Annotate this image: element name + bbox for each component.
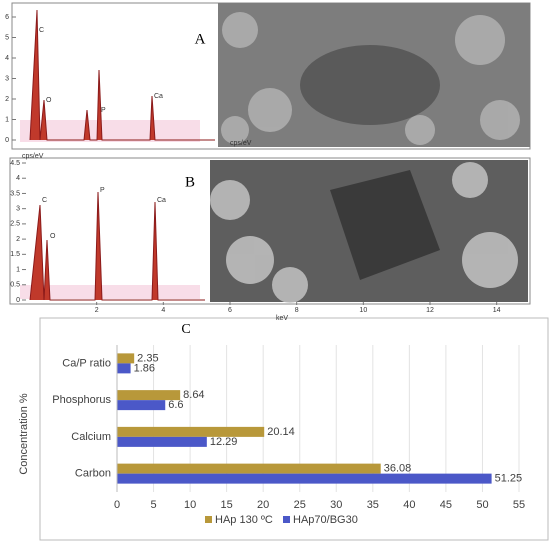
x-tick-label: 55: [513, 499, 525, 511]
y-tick-label: 2: [16, 236, 20, 243]
sem-texture: [221, 12, 520, 145]
peak-label: C: [42, 197, 47, 204]
x-tick-label: 15: [221, 499, 233, 511]
peak-label: C: [39, 27, 44, 34]
data-label: 51.25: [495, 473, 523, 485]
y-tick-label: 3: [16, 206, 20, 213]
sem-texture: [300, 45, 440, 125]
x-tick-label: 20: [257, 499, 269, 511]
x-tick-label: 0: [114, 499, 120, 511]
bar: [117, 390, 181, 401]
bar: [117, 426, 265, 437]
bar: [117, 400, 166, 411]
bar: [117, 363, 131, 374]
x-tick-label: 14: [493, 307, 501, 314]
y-tick-label: 4.5: [10, 160, 20, 167]
x-tick-label: 2: [95, 307, 99, 314]
y-tick-label: 1: [16, 266, 20, 273]
x-axis-title: keV: [276, 315, 288, 322]
panel-label: A: [195, 31, 206, 47]
peak-label: P: [101, 107, 106, 114]
unit-label: cps/eV: [22, 153, 44, 160]
x-tick-label: 30: [330, 499, 342, 511]
y-tick-label: 1: [5, 116, 9, 123]
x-tick-label: 5: [150, 499, 156, 511]
x-tick-label: 40: [403, 499, 415, 511]
x-tick-label: 50: [476, 499, 488, 511]
data-label: 8.64: [183, 389, 204, 401]
bar: [117, 473, 492, 484]
x-tick-label: 8: [295, 307, 299, 314]
y-tick-label: 0: [5, 137, 9, 144]
bar: [117, 353, 135, 364]
y-tick-label: Phosphorus: [52, 394, 111, 406]
x-tick-label: 4: [161, 307, 165, 314]
peak-label: O: [50, 233, 56, 240]
data-label: 20.14: [267, 426, 295, 438]
legend-swatch: [283, 516, 290, 523]
legend-swatch: [205, 516, 212, 523]
y-axis-title: Concentration %: [18, 393, 30, 475]
peak-label: P: [100, 187, 105, 194]
y-tick-label: 2: [5, 96, 9, 103]
y-tick-label: 3: [5, 75, 9, 82]
panel-label: B: [185, 174, 195, 190]
sem-texture: [210, 162, 518, 303]
x-tick-label: 6: [228, 307, 232, 314]
sem-texture: [330, 170, 440, 280]
y-tick-label: 0.5: [10, 282, 20, 289]
y-tick-label: Calcium: [71, 431, 111, 443]
y-tick-label: 1.5: [10, 251, 20, 258]
y-tick-label: 3.5: [10, 190, 20, 197]
bar: [117, 436, 207, 447]
panel-label: C: [181, 322, 190, 337]
x-tick-label: 45: [440, 499, 452, 511]
spectrum: [29, 9, 215, 141]
data-label: 6.6: [168, 399, 183, 411]
y-tick-label: 6: [5, 14, 9, 21]
y-tick-label: Carbon: [75, 468, 111, 480]
x-tick-label: 35: [367, 499, 379, 511]
y-tick-label: 4: [16, 175, 20, 182]
peak-label: O: [46, 97, 52, 104]
y-tick-label: 4: [5, 55, 9, 62]
y-tick-label: 0: [16, 297, 20, 304]
x-tick-label: 25: [294, 499, 306, 511]
y-tick-label: Ca/P ratio: [62, 357, 111, 369]
x-tick-label: 10: [359, 307, 367, 314]
x-tick-label: 12: [426, 307, 434, 314]
y-tick-label: 5: [5, 34, 9, 41]
data-label: 36.08: [384, 463, 412, 475]
spectrum: [29, 191, 205, 301]
legend-label: HAp70/BG30: [293, 514, 358, 526]
legend-label: HAp 130 ºC: [215, 514, 273, 526]
bar: [117, 463, 381, 474]
data-label: 12.29: [210, 436, 238, 448]
peak-label: Ca: [154, 93, 163, 100]
y-tick-label: 2.5: [10, 221, 20, 228]
peak-label: Ca: [157, 197, 166, 204]
x-tick-label: 10: [184, 499, 196, 511]
unit-label: cps/eV: [230, 140, 252, 147]
data-label: 1.86: [134, 362, 155, 374]
data-label: 2.35: [137, 352, 158, 364]
